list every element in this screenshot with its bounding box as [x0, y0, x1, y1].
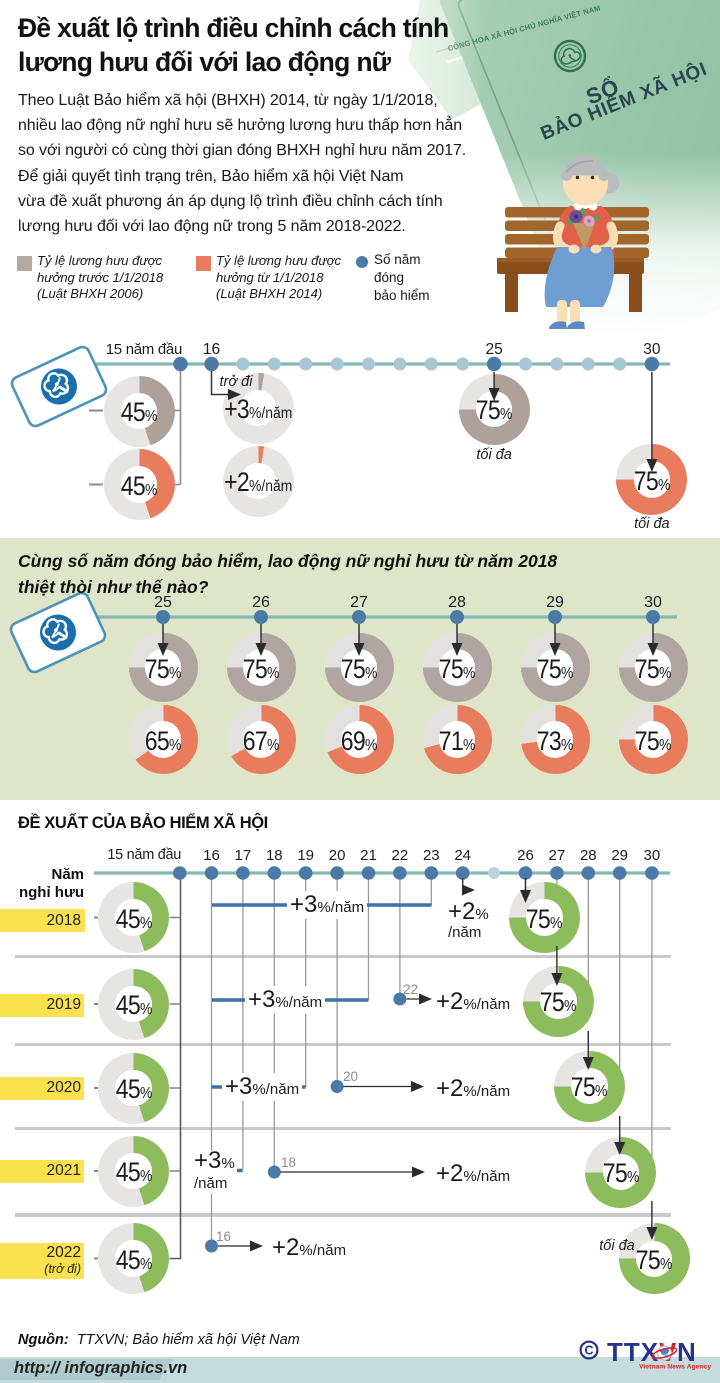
svg-text:Vietnam News Agency: Vietnam News Agency: [639, 1364, 711, 1371]
svg-text:C: C: [584, 1344, 593, 1358]
svg-text:TTX: TTX: [607, 1337, 659, 1367]
svg-text:N: N: [677, 1337, 697, 1367]
